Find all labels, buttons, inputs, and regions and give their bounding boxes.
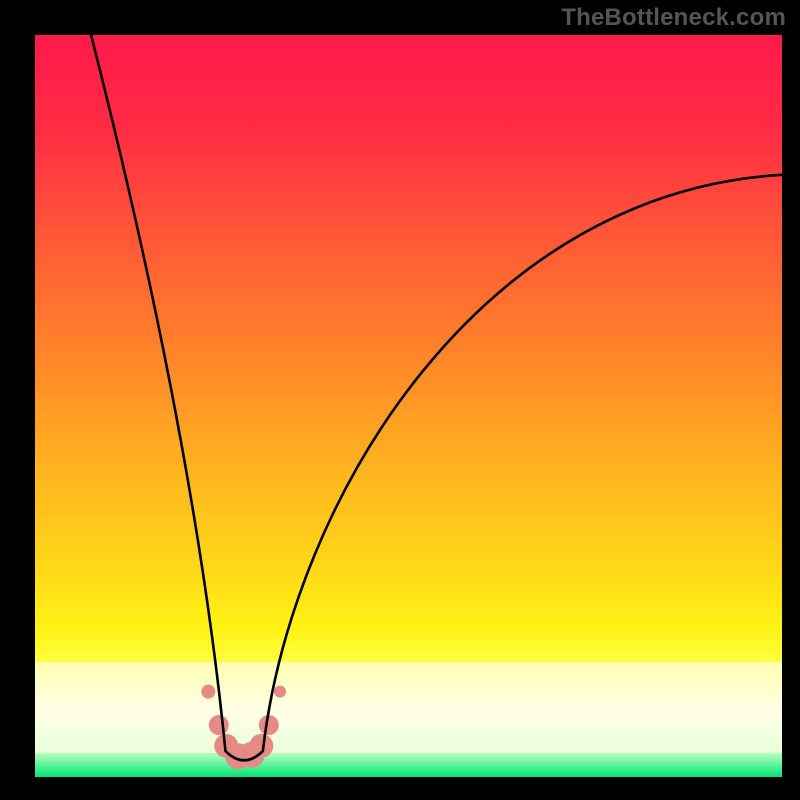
curve-layer bbox=[35, 35, 782, 777]
chart-frame: TheBottleneck.com bbox=[0, 0, 800, 800]
marker-dot bbox=[201, 685, 215, 699]
watermark-text: TheBottleneck.com bbox=[561, 4, 786, 32]
marker-group bbox=[201, 685, 286, 770]
plot-area bbox=[35, 35, 782, 777]
marker-dot bbox=[274, 686, 286, 698]
marker-dot bbox=[209, 715, 229, 735]
bottleneck-curve bbox=[87, 35, 782, 760]
marker-dot bbox=[249, 734, 273, 758]
marker-dot bbox=[259, 715, 279, 735]
